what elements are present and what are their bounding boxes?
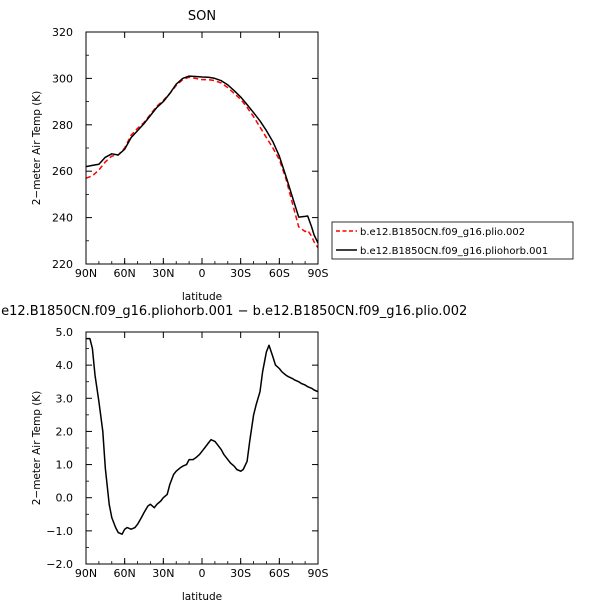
bottom-y-tick-label: 4.0 bbox=[56, 359, 74, 372]
top-series-line-0 bbox=[85, 76, 319, 249]
bottom-y-tick-label: 3.0 bbox=[56, 392, 74, 405]
bottom-y-axis-label: 2−meter Air Temp (K) bbox=[31, 391, 43, 506]
top-axis-ticks: 90N 60N 30N 0 30S 60S 90S 220 240 260 280 300 320 bbox=[52, 26, 329, 280]
top-series-line-1 bbox=[85, 75, 319, 244]
top-y-tick-label: 280 bbox=[52, 119, 73, 132]
top-x-tick-label: 90S bbox=[308, 267, 329, 280]
legend-box bbox=[331, 221, 574, 260]
bottom-y-tick-label: 2.0 bbox=[56, 425, 74, 438]
top-x-tick-label: 60S bbox=[269, 267, 290, 280]
bottom-y-tick-label: 5.0 bbox=[56, 326, 74, 339]
top-x-tick-label: 30S bbox=[230, 267, 251, 280]
bottom-x-tick-label: 0 bbox=[199, 567, 206, 580]
top-chart-title: SON bbox=[188, 9, 216, 24]
legend: b.e12.B1850CN.f09_g16.plio.002 b.e12.B18… bbox=[331, 221, 574, 260]
bottom-x-axis-label: latitude bbox=[182, 591, 222, 603]
bottom-y-tick-label: 1.0 bbox=[56, 459, 74, 472]
bottom-plot-frame bbox=[85, 331, 319, 565]
top-plot-frame bbox=[85, 31, 319, 265]
bottom-panel: b.e12.B1850CN.f09_g16.pliohorb.001 − b.e… bbox=[0, 304, 467, 603]
top-y-tick-label: 300 bbox=[52, 72, 73, 85]
legend-label-pliohorb: b.e12.B1850CN.f09_g16.pliohorb.001 bbox=[360, 246, 548, 257]
top-x-tick-label: 90N bbox=[75, 267, 97, 280]
top-panel: SON 90N 60N 30N 0 30S 60S 90S 220 240 260 280 300 32… bbox=[31, 9, 574, 303]
top-y-tick-label: 320 bbox=[52, 26, 73, 39]
bottom-y-tick-label: 0.0 bbox=[56, 492, 74, 505]
legend-label-plio: b.e12.B1850CN.f09_g16.plio.002 bbox=[360, 227, 525, 238]
bottom-x-tick-label: 90N bbox=[75, 567, 97, 580]
top-x-axis-label: latitude bbox=[182, 291, 222, 303]
bottom-x-tick-label: 60S bbox=[269, 567, 290, 580]
top-x-tick-label: 30N bbox=[152, 267, 174, 280]
bottom-chart-title: b.e12.B1850CN.f09_g16.pliohorb.001 − b.e… bbox=[0, 304, 467, 319]
top-y-tick-label: 240 bbox=[52, 212, 73, 225]
top-y-tick-label: 220 bbox=[52, 258, 73, 271]
bottom-y-tick-label: −2.0 bbox=[46, 558, 73, 571]
top-y-axis-label: 2−meter Air Temp (K) bbox=[31, 91, 43, 206]
bottom-series-lines bbox=[86, 337, 319, 535]
bottom-x-tick-label: 60N bbox=[114, 567, 136, 580]
top-x-tick-label: 60N bbox=[114, 267, 136, 280]
bottom-axis-ticks: 90N 60N 30N 0 30S 60S 90S −2.0 −1.0 0.0 1.0 2.0 3.0 4… bbox=[46, 326, 328, 580]
top-x-tick-label: 0 bbox=[199, 267, 206, 280]
top-y-tick-label: 260 bbox=[52, 165, 73, 178]
bottom-y-tick-label: −1.0 bbox=[46, 525, 73, 538]
bottom-x-tick-label: 30N bbox=[152, 567, 174, 580]
top-series-lines bbox=[85, 75, 319, 249]
bottom-x-tick-label: 30S bbox=[230, 567, 251, 580]
bottom-x-tick-label: 90S bbox=[308, 567, 329, 580]
bottom-series-line-0 bbox=[86, 337, 319, 535]
